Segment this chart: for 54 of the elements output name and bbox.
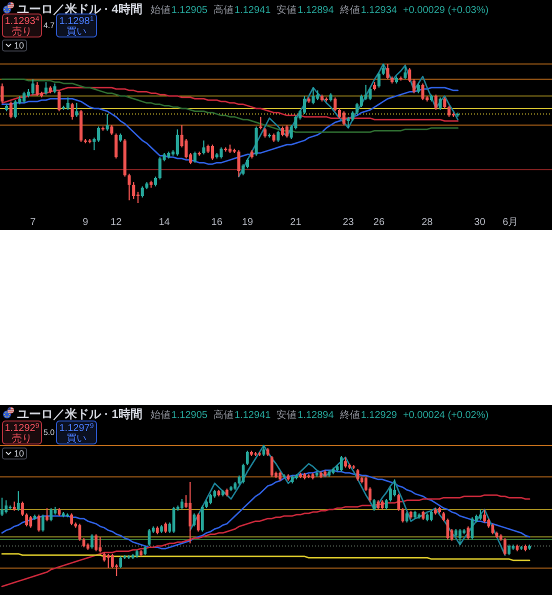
text: 始値 [150, 4, 170, 16]
annotation: 10 [14, 448, 24, 459]
x-tick-label: 16 [211, 217, 223, 228]
chart-title: ユーロ／米ドル · 1時間 [17, 407, 142, 421]
text: 1.1298$^{1}$ [59, 16, 94, 27]
candlestick [456, 112, 460, 117]
x-tick-label: 19 [242, 217, 254, 228]
x-tick-label: 9 [82, 217, 89, 228]
candlestick [98, 536, 102, 553]
text: 高値 [214, 4, 234, 16]
text: 1.12934 [360, 5, 398, 16]
candlestick [404, 66, 407, 80]
text: 1.12941 [234, 410, 272, 421]
candlestick [106, 114, 109, 131]
text: 4.7 [43, 21, 56, 30]
text: 売り [12, 432, 32, 444]
text: 買い [66, 434, 86, 444]
text: 1.1293$^{4}$ [4, 16, 40, 27]
x-tick-label: 12 [110, 217, 122, 228]
x-tick-label: 28 [422, 217, 434, 228]
text: 1.12905 [171, 410, 208, 421]
candlestick [12, 502, 16, 511]
text: 終値 [338, 4, 360, 16]
text: 安値 [276, 409, 297, 421]
candlestick [53, 83, 56, 94]
text: +0.00024 (+0.02%) [402, 410, 489, 421]
text: 1.12929 [360, 410, 398, 421]
candlestick [282, 474, 286, 478]
candlestick [75, 102, 78, 117]
x-tick-label: 14 [158, 217, 170, 228]
text: 1.12894 [298, 410, 334, 421]
x-tick-label: 30 [474, 217, 486, 228]
candlestick [312, 88, 315, 104]
text: 10 [14, 40, 24, 51]
x-tick-label: 7 [30, 217, 36, 228]
text: 終値 [338, 409, 360, 421]
text: 1.12894 [298, 5, 334, 16]
x-tick-label: 6月 [502, 217, 518, 228]
candlestick [259, 116, 262, 130]
text: 1.12905 [171, 5, 208, 16]
x-tick-label: 21 [290, 217, 302, 228]
text: +0.00029 (+0.03%) [402, 5, 489, 16]
text: 売り [12, 26, 32, 38]
text: 5.0 [43, 428, 56, 437]
text: 1.1292$^{9}$ [4, 422, 40, 434]
x-tick-label: 26 [373, 217, 385, 228]
text: 買い [66, 26, 86, 38]
x-tick-label: 23 [342, 217, 354, 228]
text: 始値 [150, 409, 170, 421]
text: 1.1297$^{9}$ [59, 422, 94, 434]
text: 1.12941 [234, 5, 272, 16]
text: 高値 [214, 409, 234, 421]
text: 安値 [276, 4, 297, 16]
candlestick [128, 174, 131, 200]
